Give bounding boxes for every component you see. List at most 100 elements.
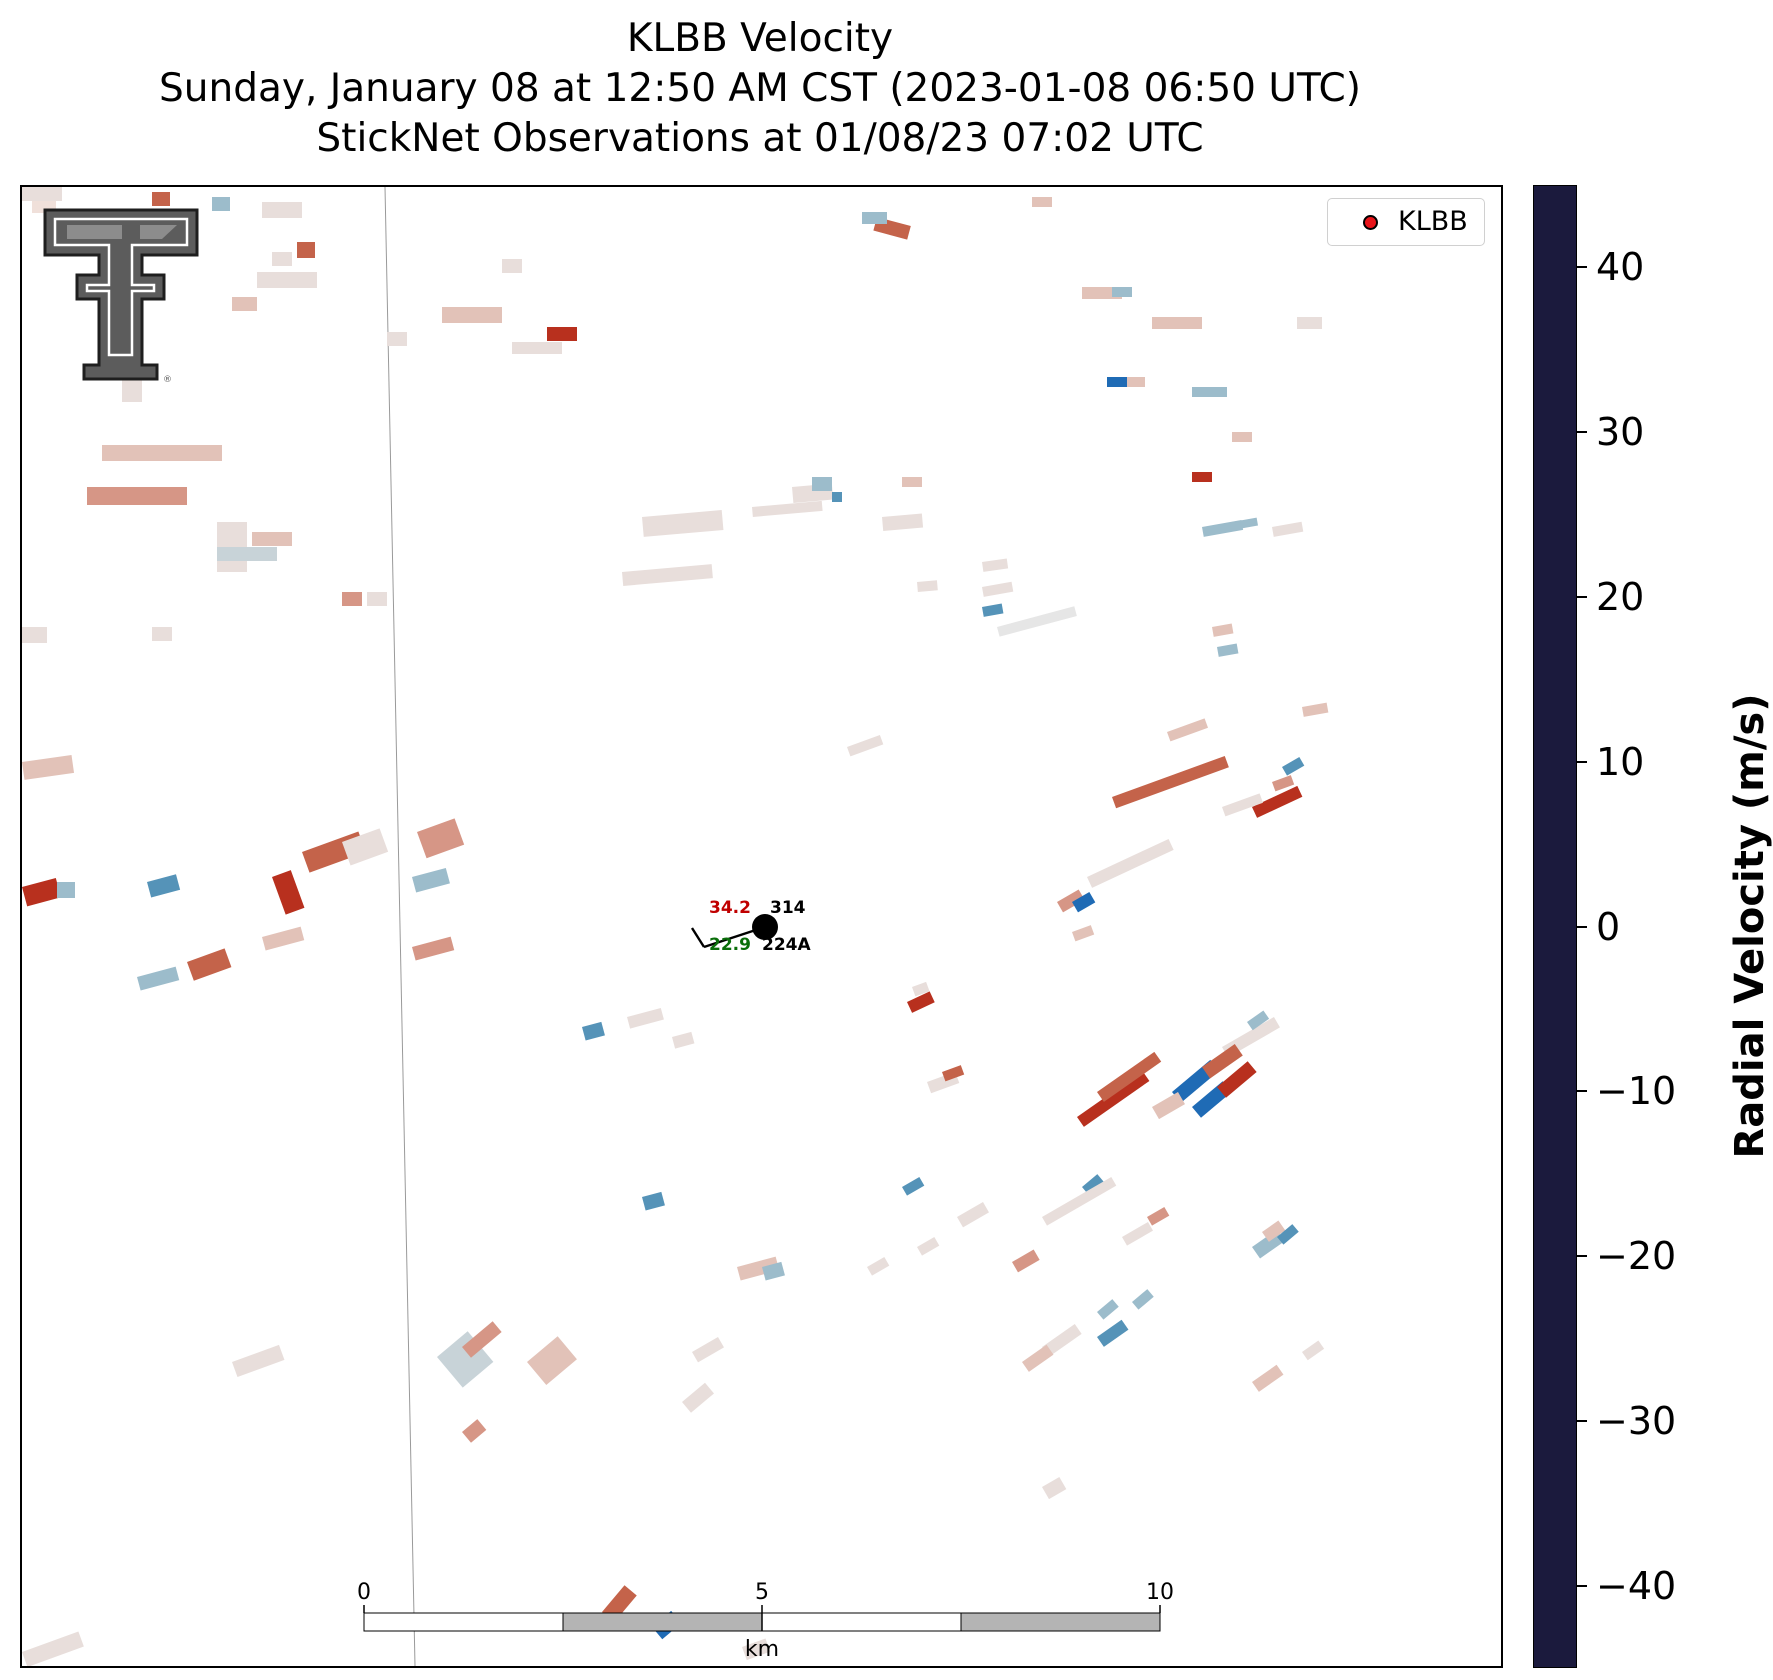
velocity-gate bbox=[672, 1031, 695, 1049]
velocity-gate bbox=[22, 187, 62, 201]
velocity-gate bbox=[981, 603, 1004, 617]
velocity-gate bbox=[1147, 1207, 1170, 1226]
velocity-gate bbox=[217, 547, 277, 561]
velocity-gate bbox=[1127, 377, 1145, 387]
velocity-gate bbox=[882, 513, 924, 531]
velocity-gate bbox=[1042, 1477, 1067, 1500]
velocity-gate bbox=[627, 1007, 664, 1029]
velocity-gate bbox=[1202, 1044, 1243, 1079]
colorbar-title: Radial Velocity (m/s) bbox=[1727, 693, 1773, 1159]
velocity-gate bbox=[152, 627, 172, 641]
velocity-gate bbox=[1262, 1220, 1286, 1242]
velocity-gate bbox=[212, 197, 230, 211]
velocity-gate bbox=[1252, 785, 1303, 818]
colorbar-tick-label: −20 bbox=[1596, 1234, 1677, 1279]
velocity-gate bbox=[752, 500, 823, 517]
velocity-gate bbox=[982, 581, 1014, 597]
velocity-gate bbox=[22, 755, 75, 780]
colorbar-tick bbox=[1577, 1584, 1587, 1587]
legend: KLBB bbox=[1327, 198, 1485, 246]
velocity-gate bbox=[137, 966, 180, 991]
velocity-gate bbox=[1077, 1071, 1150, 1127]
velocity-gate bbox=[1087, 838, 1174, 888]
velocity-gate bbox=[1212, 623, 1234, 637]
colorbar-tick bbox=[1577, 760, 1587, 763]
colorbar-tick-label: −30 bbox=[1596, 1398, 1677, 1443]
velocity-gate bbox=[582, 1021, 605, 1041]
title-observations: StickNet Observations at 01/08/23 07:02 … bbox=[316, 116, 1204, 161]
velocity-gate bbox=[621, 564, 713, 586]
title-datetime: Sunday, January 08 at 12:50 AM CST (2023… bbox=[159, 66, 1361, 111]
velocity-gate bbox=[832, 492, 842, 502]
scale-bar-seg-4 bbox=[960, 1612, 1161, 1632]
velocity-gate bbox=[1272, 521, 1304, 537]
colorbar-tick bbox=[1577, 595, 1587, 598]
velocity-gate bbox=[862, 212, 887, 224]
velocity-gate bbox=[1152, 317, 1202, 329]
velocity-gate bbox=[461, 1419, 487, 1443]
radar-map-svg: ® 34.2 314 22.9 224A 0 5 10 km bbox=[22, 187, 1329, 1666]
velocity-gate bbox=[682, 1382, 714, 1413]
velocity-gate bbox=[867, 1257, 890, 1276]
velocity-gate bbox=[1217, 643, 1239, 657]
velocity-gate bbox=[902, 1177, 925, 1196]
station-dewpoint: 22.9 bbox=[709, 935, 751, 955]
velocity-gate bbox=[692, 1337, 724, 1363]
velocity-gate bbox=[527, 1336, 577, 1385]
velocity-gate bbox=[1251, 1364, 1284, 1392]
velocity-gate bbox=[57, 882, 75, 898]
colorbar-tick-label: −10 bbox=[1596, 1069, 1677, 1114]
velocity-gate bbox=[387, 332, 407, 346]
county-boundary-line bbox=[384, 187, 416, 1666]
station-id: 224A bbox=[762, 935, 811, 955]
velocity-gate bbox=[547, 327, 577, 341]
velocity-gate bbox=[762, 1261, 785, 1281]
velocity-gate bbox=[412, 867, 450, 893]
velocity-gate bbox=[1167, 718, 1209, 742]
scale-bar-seg-3 bbox=[761, 1612, 962, 1632]
velocity-gate bbox=[1192, 472, 1212, 482]
velocity-gate bbox=[1282, 757, 1305, 776]
station-pressure: 314 bbox=[770, 898, 806, 918]
radar-map[interactable]: ® 34.2 314 22.9 224A 0 5 10 km bbox=[20, 185, 1503, 1668]
velocity-gate bbox=[942, 1065, 965, 1082]
velocity-gate bbox=[847, 735, 884, 757]
velocity-gate bbox=[1152, 1092, 1185, 1120]
velocity-gate bbox=[1302, 702, 1329, 717]
velocity-gate bbox=[642, 510, 724, 537]
velocity-gate bbox=[367, 592, 387, 606]
colorbar-tick bbox=[1577, 1255, 1587, 1258]
legend-marker-dot bbox=[1363, 215, 1378, 230]
velocity-gate bbox=[1056, 889, 1085, 913]
velocity-gate bbox=[1247, 1010, 1270, 1031]
velocity-gate bbox=[1097, 1299, 1119, 1320]
velocity-gate bbox=[1297, 317, 1322, 329]
velocity-gates bbox=[22, 187, 1329, 1666]
velocity-gate bbox=[902, 477, 922, 487]
scale-label-5: 5 bbox=[755, 1580, 769, 1605]
velocity-gate bbox=[1111, 755, 1229, 809]
colorbar bbox=[1533, 185, 1577, 1668]
scale-bar: 0 5 10 km bbox=[357, 1580, 1174, 1662]
scale-bar-seg-1 bbox=[363, 1612, 564, 1632]
velocity-gate bbox=[147, 874, 181, 898]
velocity-gate bbox=[1072, 925, 1095, 942]
velocity-gate bbox=[1272, 775, 1295, 792]
velocity-gate bbox=[1302, 1340, 1325, 1361]
velocity-gate bbox=[417, 818, 465, 859]
velocity-gate bbox=[907, 991, 935, 1013]
velocity-gate bbox=[342, 592, 362, 606]
velocity-gate bbox=[412, 936, 455, 961]
velocity-gate bbox=[342, 828, 389, 866]
colorbar-tick-label: 10 bbox=[1596, 739, 1645, 784]
scale-label-10: 10 bbox=[1146, 1580, 1174, 1605]
velocity-gate bbox=[912, 981, 930, 997]
velocity-gate bbox=[1012, 1249, 1040, 1273]
velocity-gate bbox=[232, 1344, 285, 1378]
wind-barb-flag bbox=[690, 927, 706, 948]
velocity-gate bbox=[1222, 793, 1264, 817]
colorbar-tick-label: 40 bbox=[1596, 245, 1645, 290]
colorbar-tick-label: 30 bbox=[1596, 410, 1645, 455]
colorbar-tick bbox=[1577, 1419, 1587, 1422]
velocity-gate bbox=[642, 1191, 665, 1211]
